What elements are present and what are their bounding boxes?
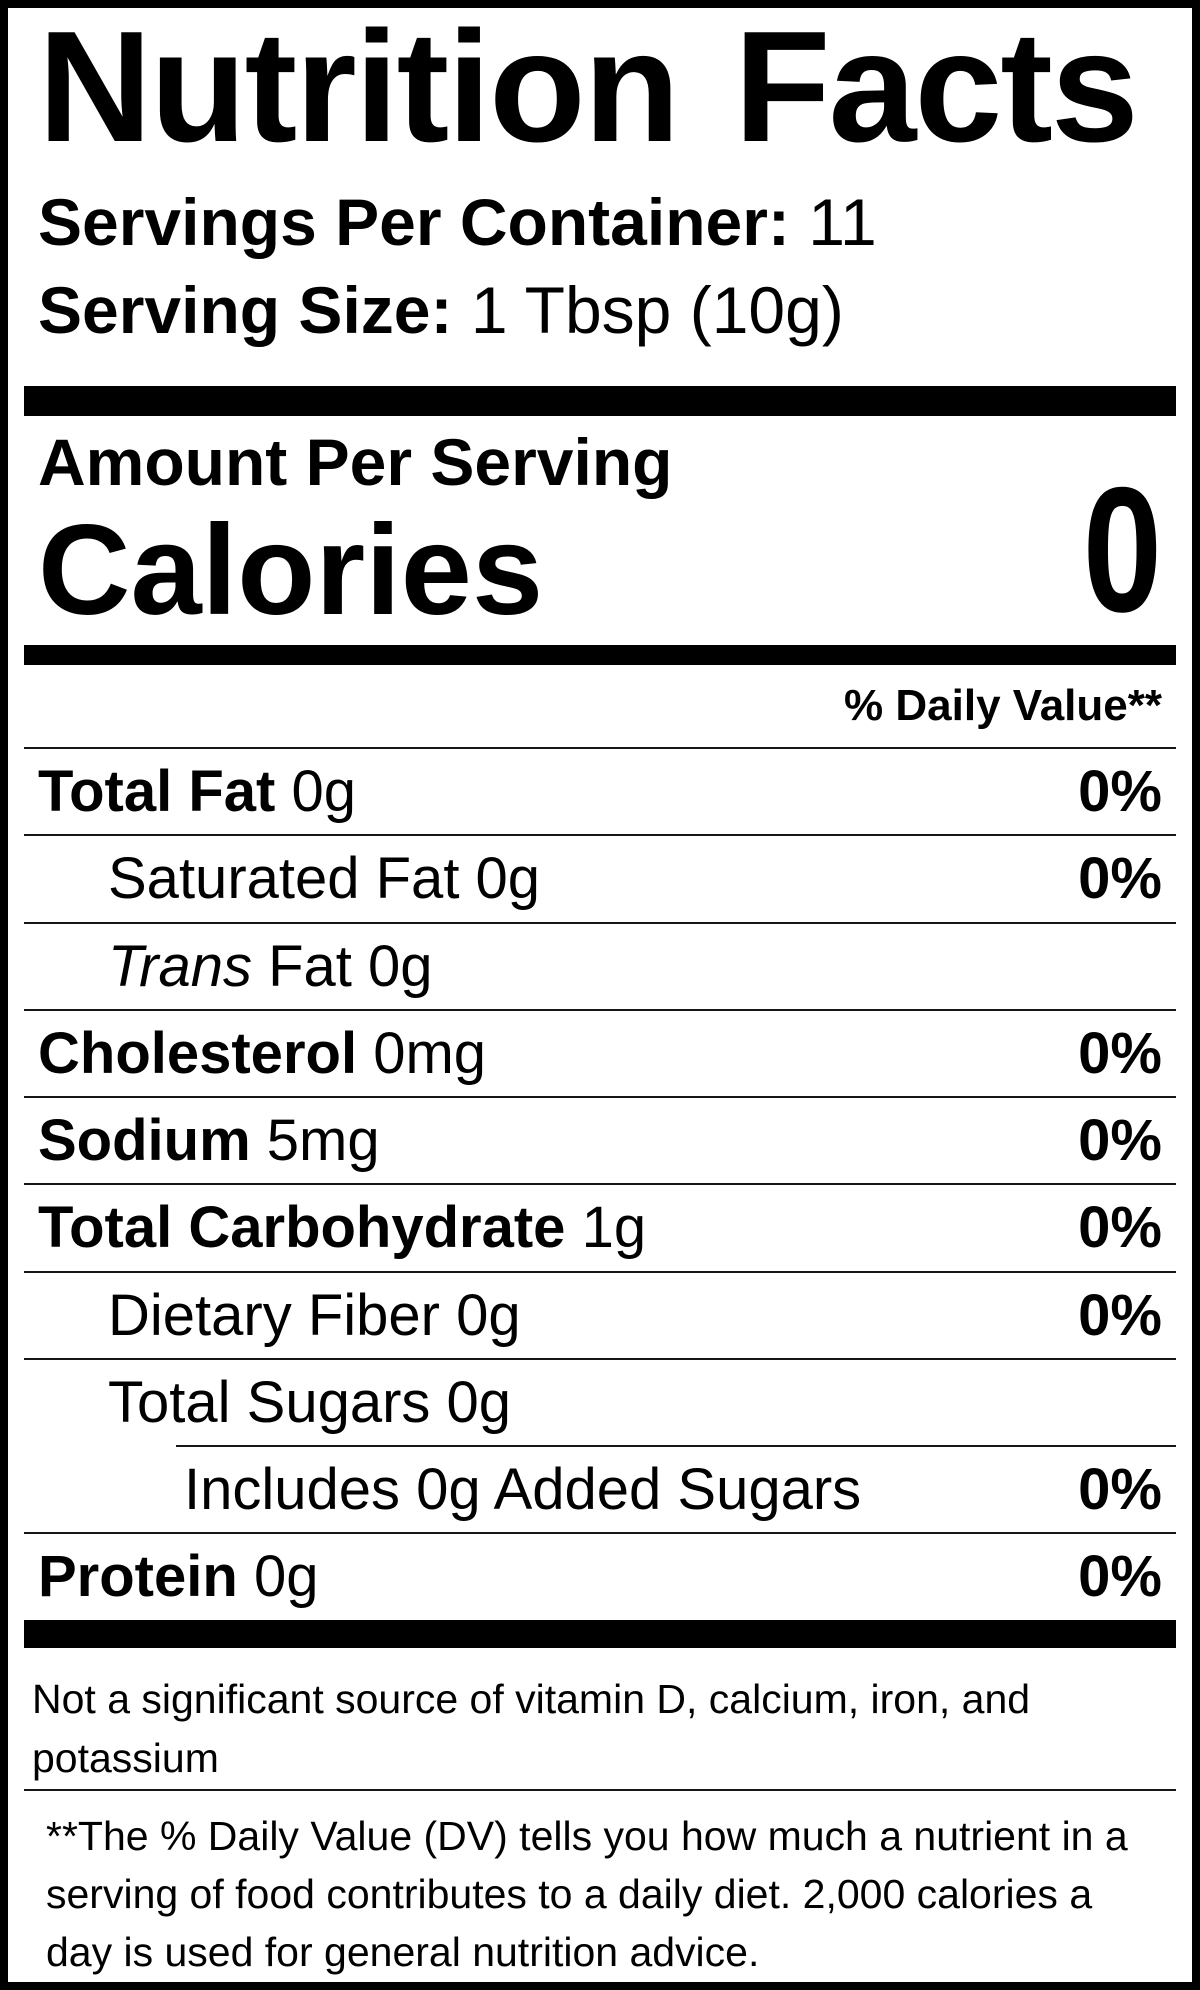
servings-per-container-line: Servings Per Container: 11 xyxy=(24,185,1176,260)
calories-label: Calories xyxy=(38,498,544,642)
nutrient-daily-value: 0% xyxy=(1078,1108,1162,1174)
nutrient-row: Total Sugars 0g xyxy=(24,1357,1176,1445)
amount-per-serving-label: Amount Per Serving xyxy=(38,424,673,499)
nutrient-row: Total Fat 0g 0% xyxy=(24,747,1176,834)
nutrient-daily-value: 0% xyxy=(1078,759,1162,825)
nutrient-daily-value: 0% xyxy=(1078,1195,1162,1261)
calories-value: 0 xyxy=(1082,449,1162,649)
nutrient-daily-value: 0% xyxy=(1078,1457,1162,1523)
nutrient-name: Total Carbohydrate 1g xyxy=(38,1195,647,1261)
nutrient-name: Trans Fat 0g xyxy=(108,933,433,999)
nutrient-daily-value: 0% xyxy=(1078,1020,1162,1086)
section-bar-top xyxy=(24,385,1176,416)
section-bar-calories xyxy=(24,644,1176,665)
servings-per-container-label: Servings Per Container: xyxy=(38,185,790,260)
nutrient-name: Total Fat 0g xyxy=(38,759,356,825)
serving-size-value: 1 Tbsp (10g) xyxy=(470,273,844,347)
nutrient-daily-value: 0% xyxy=(1078,846,1162,912)
calories-row: Calories 0 xyxy=(24,460,1176,642)
nutrient-name: Protein 0g xyxy=(38,1544,319,1610)
nutrient-daily-value: 0% xyxy=(1078,1544,1162,1610)
nutrients-table: Total Fat 0g 0% Saturated Fat 0g 0% Trans Fa… xyxy=(24,747,1176,1620)
nutrient-name: Cholesterol 0mg xyxy=(38,1020,487,1086)
serving-size-label: Serving Size: xyxy=(38,273,453,347)
nutrient-row: Trans Fat 0g xyxy=(24,921,1176,1009)
servings-per-container-value: 11 xyxy=(808,185,877,260)
serving-size-line: Serving Size: 1 Tbsp (10g) xyxy=(24,273,1176,348)
section-bar-bottom xyxy=(24,1619,1176,1648)
nutrient-row: Protein 0g 0% xyxy=(24,1532,1176,1619)
footnote-divider xyxy=(24,1788,1176,1791)
nutrient-name: Includes 0g Added Sugars xyxy=(184,1457,862,1523)
nutrient-name: Dietary Fiber 0g xyxy=(108,1282,521,1348)
label-title: Nutrition Facts xyxy=(38,0,1139,175)
nutrient-row: Saturated Fat 0g 0% xyxy=(24,834,1176,921)
not-significant-note: Not a significant source of vitamin D, c… xyxy=(32,1675,1031,1782)
nutrient-name: Saturated Fat 0g xyxy=(108,846,541,912)
nutrient-name: Sodium 5mg xyxy=(38,1108,380,1174)
nutrient-row: Dietary Fiber 0g 0% xyxy=(24,1270,1176,1358)
daily-value-header: % Daily Value** xyxy=(844,680,1162,730)
nutrient-row: Total Carbohydrate 1g 0% xyxy=(24,1183,1176,1270)
nutrient-row: Includes 0g Added Sugars 0% xyxy=(176,1445,1176,1532)
nutrient-daily-value: 0% xyxy=(1078,1282,1162,1348)
nutrient-name: Total Sugars 0g xyxy=(108,1369,512,1435)
daily-value-footnote: **The % Daily Value (DV) tells you how m… xyxy=(46,1812,1128,1976)
nutrient-row: Cholesterol 0mg 0% xyxy=(24,1008,1176,1096)
nutrient-row: Sodium 5mg 0% xyxy=(24,1096,1176,1183)
